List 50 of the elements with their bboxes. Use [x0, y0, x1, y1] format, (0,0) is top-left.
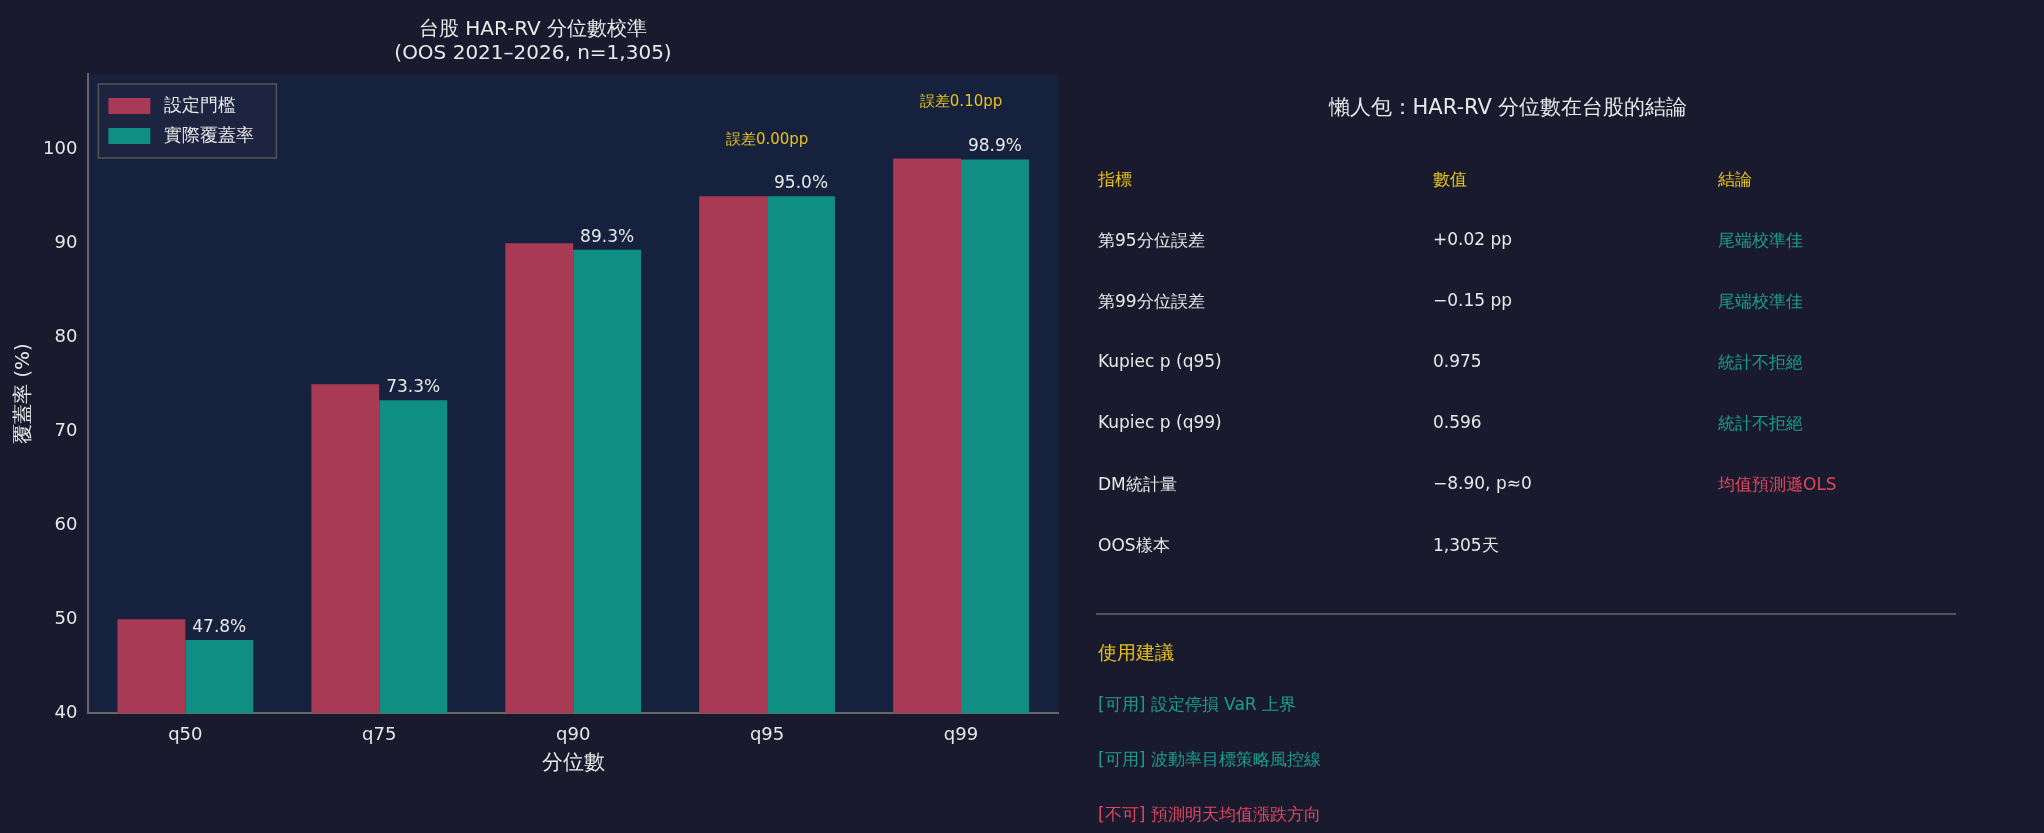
- text: 懶人包：HAR-RV 分位數在台股的結論: [1327, 94, 1689, 121]
- text: [可用] 設定停損 VaR 上界: [1098, 693, 1297, 716]
- y-tick-label: 70: [54, 418, 78, 440]
- y-tick-label: 40: [54, 700, 78, 722]
- x-tick-label: q90: [556, 722, 591, 744]
- text: DM統計量: [1098, 473, 1177, 496]
- data-label: 98.9%: [967, 135, 1022, 156]
- text: [可用] 波動率目標策略風控線: [1098, 748, 1321, 771]
- x-tick-label: q50: [168, 722, 203, 744]
- legend-label: 設定門檻: [164, 93, 237, 115]
- y-axis-title: 覆蓋率 (%): [10, 343, 35, 445]
- text: 統計不拒絕: [1718, 351, 1803, 374]
- x-axis-title: 分位數: [541, 749, 605, 774]
- data-label: 73.3%: [386, 376, 441, 397]
- annotation: 誤差0.10pp: [919, 92, 1003, 111]
- text: 數值: [1433, 168, 1467, 191]
- x-tick-label: q99: [943, 722, 979, 744]
- y-tick-label: 90: [54, 230, 78, 252]
- chart-subtitle: (OOS 2021–2026, n=1,305): [394, 40, 672, 65]
- text: 第99分位誤差: [1098, 290, 1205, 313]
- text: 指標: [1098, 168, 1132, 191]
- x-tick-label: q75: [362, 722, 397, 744]
- text: 0.596: [1433, 412, 1482, 432]
- text: 結論: [1718, 168, 1752, 191]
- text: [不可] 預測明天均值漲跌方向: [1098, 803, 1321, 826]
- text: Kupiec p (q99): [1098, 412, 1222, 432]
- y-tick-label: 80: [54, 324, 78, 346]
- text: −0.15 pp: [1433, 290, 1513, 310]
- text: 第95分位誤差: [1098, 229, 1205, 252]
- text: 使用建議: [1098, 640, 1174, 665]
- text: 統計不拒絕: [1718, 412, 1803, 435]
- text: OOS樣本: [1098, 534, 1170, 557]
- text: Kupiec p (q95): [1098, 351, 1222, 371]
- legend-label: 實際覆蓋率: [164, 123, 255, 145]
- data-label: 89.3%: [580, 225, 635, 246]
- y-tick-label: 60: [54, 512, 78, 534]
- text: 0.975: [1433, 351, 1482, 371]
- y-tick-label: 50: [54, 606, 78, 628]
- chart-title: 台股 HAR-RV 分位數校準: [418, 16, 648, 41]
- text: −8.90, p≈0: [1433, 473, 1532, 493]
- annotation: 誤差0.00pp: [725, 130, 809, 149]
- text: 尾端校準佳: [1718, 290, 1803, 313]
- text: 均值預測遜OLS: [1718, 473, 1837, 496]
- data-label: 47.8%: [192, 615, 247, 636]
- text: 尾端校準佳: [1718, 229, 1803, 252]
- text: +0.02 pp: [1433, 229, 1513, 249]
- text: 1,305天: [1433, 534, 1499, 557]
- y-tick-label: 100: [43, 136, 78, 158]
- data-label: 95.0%: [774, 172, 829, 193]
- x-tick-label: q95: [749, 722, 785, 744]
